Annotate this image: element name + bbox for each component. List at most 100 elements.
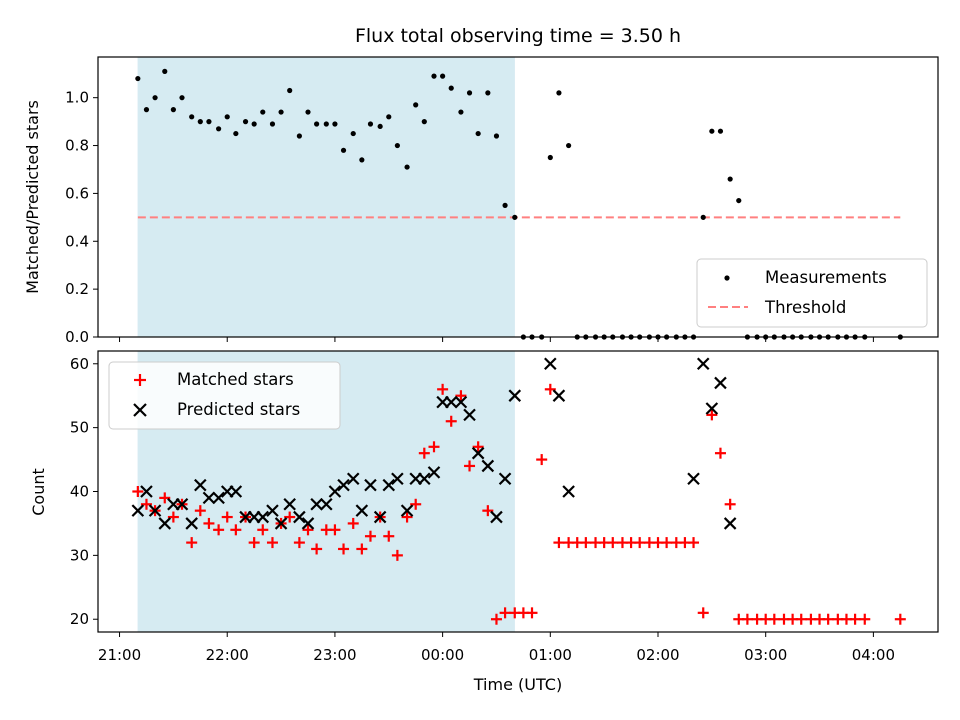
measurement-point — [143, 107, 150, 113]
matched-star-point — [499, 607, 511, 619]
top-x-ticks — [119, 337, 874, 342]
top-plot-frame — [97, 56, 939, 338]
predicted-star-point — [481, 459, 495, 473]
measurement-point — [189, 114, 195, 120]
legend-matched-label: Matched stars — [177, 370, 294, 389]
measurement-point — [206, 119, 212, 125]
matched-stars-series — [132, 383, 906, 625]
predicted-star-point — [400, 504, 414, 517]
measurement-point — [394, 142, 400, 149]
measurement-point — [296, 133, 302, 139]
predicted-star-point — [158, 517, 172, 530]
x-tick-label: 04:00 — [852, 646, 895, 664]
top-panel: 0.0 0.2 0.4 0.6 0.8 1.0 Matched/Predicted sta… — [23, 56, 939, 346]
top-y-ticks: 0.0 0.2 0.4 0.6 0.8 1.0 — [65, 89, 98, 346]
predicted-star-point — [355, 504, 369, 517]
matched-star-point — [634, 537, 646, 549]
predicted-star-point — [552, 389, 566, 402]
matched-star-point — [455, 390, 467, 402]
measurement-point — [386, 114, 392, 120]
measurement-point — [350, 130, 356, 137]
matched-star-point — [284, 511, 296, 523]
predicted-star-point — [175, 497, 189, 511]
matched-star-point — [697, 607, 709, 619]
measurement-point — [359, 157, 365, 163]
predicted-star-point — [202, 491, 216, 505]
x-tick-label: 00:00 — [421, 646, 464, 664]
top-y-tick-label: 1.0 — [65, 89, 89, 107]
matched-star-point — [724, 498, 736, 510]
bottom-y-tick-label: 20 — [70, 610, 89, 628]
measurement-point — [152, 95, 158, 101]
matched-star-point — [391, 549, 403, 561]
x-tick-label: 21:00 — [98, 646, 141, 664]
measurement-point — [547, 154, 553, 161]
predicted-star-point — [310, 497, 323, 511]
measurement-point — [431, 73, 437, 79]
measurement-point — [458, 109, 464, 115]
predicted-star-point — [194, 478, 207, 492]
matched-star-point — [859, 613, 871, 625]
bottom-y-tick-label: 30 — [70, 546, 89, 564]
matched-star-point — [410, 498, 422, 510]
bottom-y-tick-label: 50 — [70, 419, 89, 437]
measurement-point — [233, 130, 239, 137]
legend-matched-marker — [134, 374, 146, 386]
matched-star-point — [688, 537, 700, 549]
predicted-star-point — [140, 485, 153, 498]
matched-star-point — [383, 530, 395, 542]
legend-measurements-marker — [724, 275, 730, 281]
predicted-star-point — [562, 485, 575, 498]
measurement-point — [340, 147, 347, 153]
measurement-point — [216, 126, 222, 132]
matched-star-point — [230, 524, 242, 536]
measurement-point — [197, 119, 203, 125]
bottom-y-tick-label: 60 — [70, 355, 89, 373]
matched-star-point — [140, 498, 152, 510]
measurement-point — [440, 73, 446, 79]
top-y-tick-label: 0.4 — [65, 232, 89, 250]
matched-star-point — [768, 613, 780, 625]
predicted-star-point — [705, 402, 719, 415]
measurement-point — [512, 214, 518, 220]
legend-predicted-marker — [133, 403, 147, 417]
predicted-star-point — [301, 517, 315, 530]
matched-star-point — [347, 517, 359, 529]
predicted-star-point — [498, 472, 512, 486]
matched-star-point — [445, 415, 457, 427]
matched-star-point — [364, 530, 376, 542]
bottom-y-axis-label: Count — [29, 468, 48, 516]
matched-star-point — [266, 537, 278, 549]
matched-star-point — [437, 383, 449, 395]
matched-star-point — [741, 613, 753, 625]
predicted-star-point — [274, 517, 288, 530]
chart-title: Flux total observing time = 3.50 h — [355, 25, 681, 47]
top-y-tick-label: 0.6 — [65, 184, 89, 202]
predicted-star-point — [337, 478, 350, 492]
x-tick-label: 03:00 — [744, 646, 787, 664]
measurement-point — [224, 114, 230, 120]
matched-star-point — [329, 524, 341, 536]
measurement-point — [179, 95, 185, 101]
measurement-point — [269, 121, 276, 127]
top-y-tick-label: 0.0 — [65, 328, 89, 346]
predicted-star-point — [364, 478, 377, 492]
matched-star-point — [490, 613, 502, 625]
legend-measurements-label: Measurements — [765, 268, 887, 287]
matched-star-point — [167, 511, 179, 523]
measurement-point — [287, 87, 293, 94]
bottom-panel: 20 30 40 50 60 21:00 22:00 23:00 00:00 01:00 02:0… — [29, 350, 939, 694]
x-tick-label: 22:00 — [206, 646, 249, 664]
matched-star-point — [293, 537, 305, 549]
measurement-point — [367, 121, 374, 127]
predicted-star-point — [229, 485, 243, 498]
matched-star-point — [428, 441, 440, 453]
predicted-star-point — [696, 357, 710, 371]
matched-star-point — [553, 537, 565, 549]
matched-star-point — [203, 517, 215, 529]
top-legend-box — [696, 258, 928, 328]
x-tick-label: 02:00 — [636, 646, 679, 664]
predicted-star-point — [283, 497, 296, 511]
matched-star-point — [714, 447, 726, 459]
